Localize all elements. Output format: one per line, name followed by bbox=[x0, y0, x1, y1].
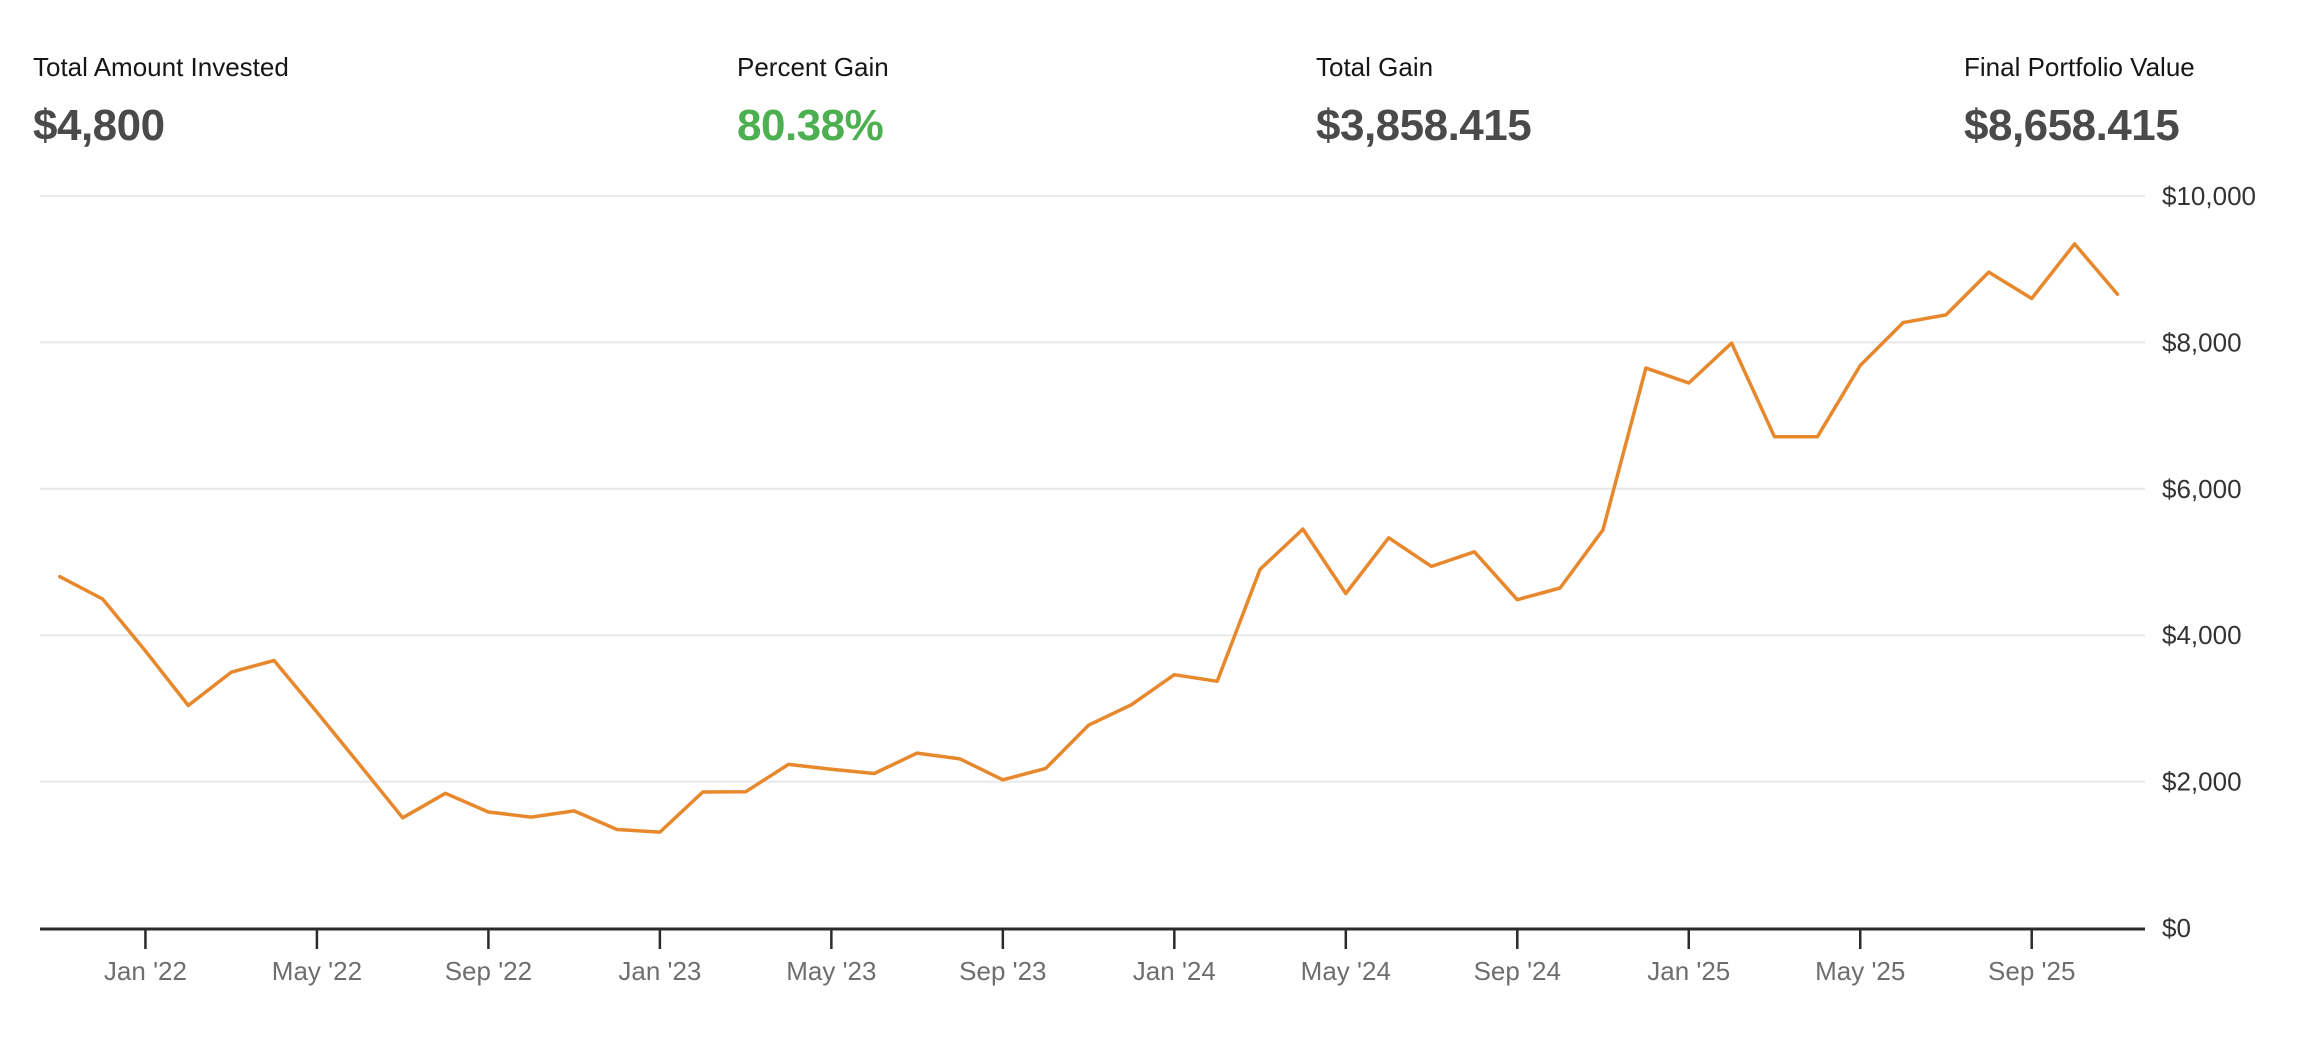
x-axis-tick-label: Sep '25 bbox=[1988, 956, 2075, 986]
y-axis-tick-label: $4,000 bbox=[2162, 620, 2242, 650]
stat-final-value: Final Portfolio Value $8,658.415 bbox=[1964, 54, 2195, 148]
stat-value: $8,658.415 bbox=[1964, 101, 2180, 150]
x-axis-tick-label: Jan '23 bbox=[618, 956, 701, 986]
x-axis-tick-label: May '25 bbox=[1815, 956, 1905, 986]
x-axis-tick-label: Sep '23 bbox=[959, 956, 1046, 986]
y-axis-tick-label: $8,000 bbox=[2162, 327, 2242, 357]
stat-label: Total Gain bbox=[1316, 52, 1434, 82]
portfolio-value-line[interactable] bbox=[57, 242, 2120, 834]
x-axis-tick-label: Jan '22 bbox=[104, 956, 187, 986]
x-axis-tick-label: May '24 bbox=[1301, 956, 1391, 986]
y-axis-tick-label: $0 bbox=[2162, 913, 2191, 943]
stat-label: Final Portfolio Value bbox=[1964, 52, 2195, 82]
y-axis-tick-label: $6,000 bbox=[2162, 474, 2242, 504]
stat-total-invested: Total Amount Invested $4,800 bbox=[33, 54, 289, 148]
stat-value: $3,858.415 bbox=[1316, 101, 1532, 150]
x-axis-labels: Jan '22 May '22 Sep '22 Jan '23 May '23 Sep '… bbox=[104, 956, 2075, 986]
stat-label: Percent Gain bbox=[737, 52, 889, 82]
x-axis-tick-label: Sep '22 bbox=[445, 956, 532, 986]
y-axis-labels: $0 $2,000 $4,000 $6,000 $8,000 $10,000 bbox=[2162, 181, 2256, 943]
x-axis-tick-label: Sep '24 bbox=[1474, 956, 1561, 986]
stat-total-gain: Total Gain $3,858.415 bbox=[1316, 52, 1532, 150]
x-axis-tick-label: May '22 bbox=[272, 956, 362, 986]
series-line bbox=[57, 242, 2120, 834]
stat-percent-gain: Percent Gain 80.38% bbox=[737, 54, 889, 148]
y-axis-tick-label: $10,000 bbox=[2162, 181, 2256, 211]
stat-value: $4,800 bbox=[33, 101, 165, 150]
y-axis-tick-label: $2,000 bbox=[2162, 767, 2242, 797]
x-axis-tick-label: May '23 bbox=[786, 956, 876, 986]
gridlines bbox=[40, 195, 2145, 783]
x-axis-tick-label: Jan '24 bbox=[1133, 956, 1216, 986]
x-axis-tick-label: Jan '25 bbox=[1647, 956, 1730, 986]
stat-label: Total Amount Invested bbox=[33, 52, 289, 82]
stat-value: 80.38% bbox=[737, 101, 884, 150]
x-axis-ticks bbox=[144, 930, 2033, 949]
